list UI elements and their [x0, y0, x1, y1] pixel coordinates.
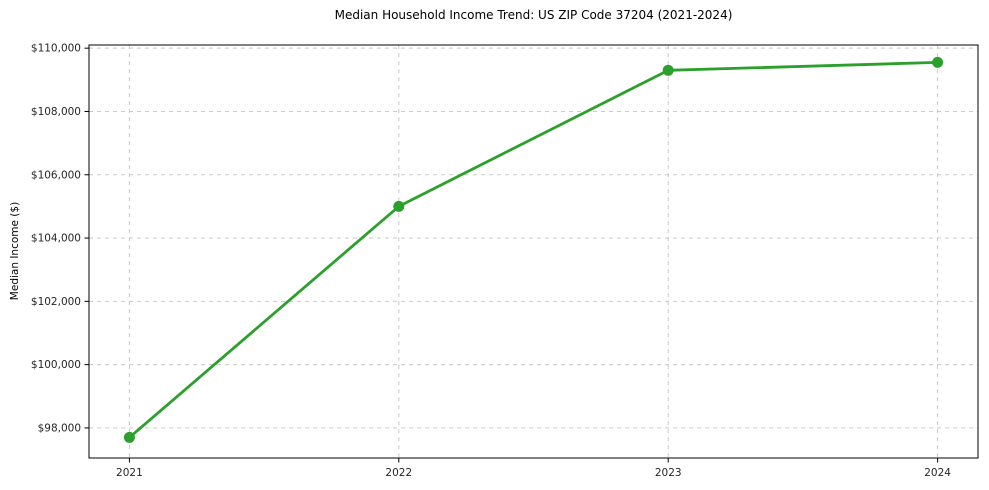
- trend-line: [128, 61, 939, 439]
- x-tick-label: 2024: [924, 467, 951, 479]
- chart-title: Median Household Income Trend: US ZIP Co…: [334, 8, 733, 22]
- data-point-2024: [932, 56, 944, 68]
- x-tick-label: 2022: [385, 467, 412, 479]
- y-tick-label: $98,000: [38, 422, 81, 434]
- y-tick-label: $106,000: [31, 169, 81, 181]
- data-point-2021: [123, 431, 135, 443]
- plot-border: [88, 44, 979, 459]
- y-tick-label: $108,000: [31, 106, 81, 118]
- y-tick-label: $104,000: [31, 233, 81, 245]
- y-tick-label: $102,000: [31, 296, 81, 308]
- data-point-2022: [393, 200, 405, 212]
- data-point-2023: [662, 64, 674, 76]
- y-tick-label: $100,000: [31, 359, 81, 371]
- y-tick-label: $110,000: [31, 43, 81, 55]
- x-tick-label: 2021: [116, 467, 143, 479]
- x-tick-label: 2023: [655, 467, 682, 479]
